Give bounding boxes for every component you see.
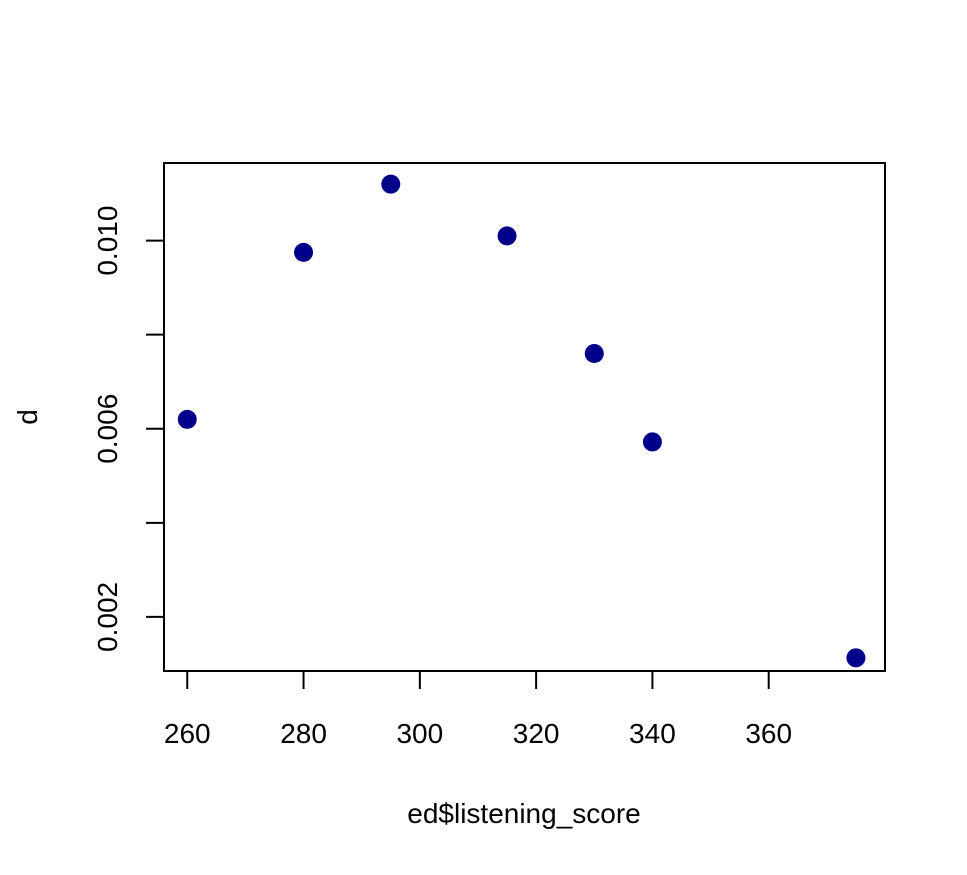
x-tick-label: 280 <box>280 718 327 749</box>
data-point <box>177 409 197 429</box>
data-point <box>584 344 604 363</box>
data-points <box>177 174 866 668</box>
x-tick-label: 340 <box>629 718 676 749</box>
x-axis-title: ed$listening_score <box>407 798 641 829</box>
data-point <box>642 432 662 452</box>
y-tick-label: 0.006 <box>92 394 123 464</box>
y-axis-title: d <box>12 409 43 425</box>
x-axis: 260 280 300 320 340 360 <box>164 670 792 749</box>
data-point <box>846 648 866 668</box>
y-tick-label: 0.002 <box>92 582 123 652</box>
data-point <box>381 174 401 194</box>
y-axis: 0.002 0.006 0.010 <box>92 206 165 652</box>
x-tick-label: 260 <box>164 718 211 749</box>
data-point <box>497 226 517 246</box>
plot-frame <box>163 162 886 672</box>
data-point <box>294 242 314 262</box>
x-tick-label: 320 <box>513 718 560 749</box>
x-tick-label: 360 <box>745 718 792 749</box>
x-tick-label: 300 <box>396 718 443 749</box>
y-tick-label: 0.010 <box>92 206 123 276</box>
